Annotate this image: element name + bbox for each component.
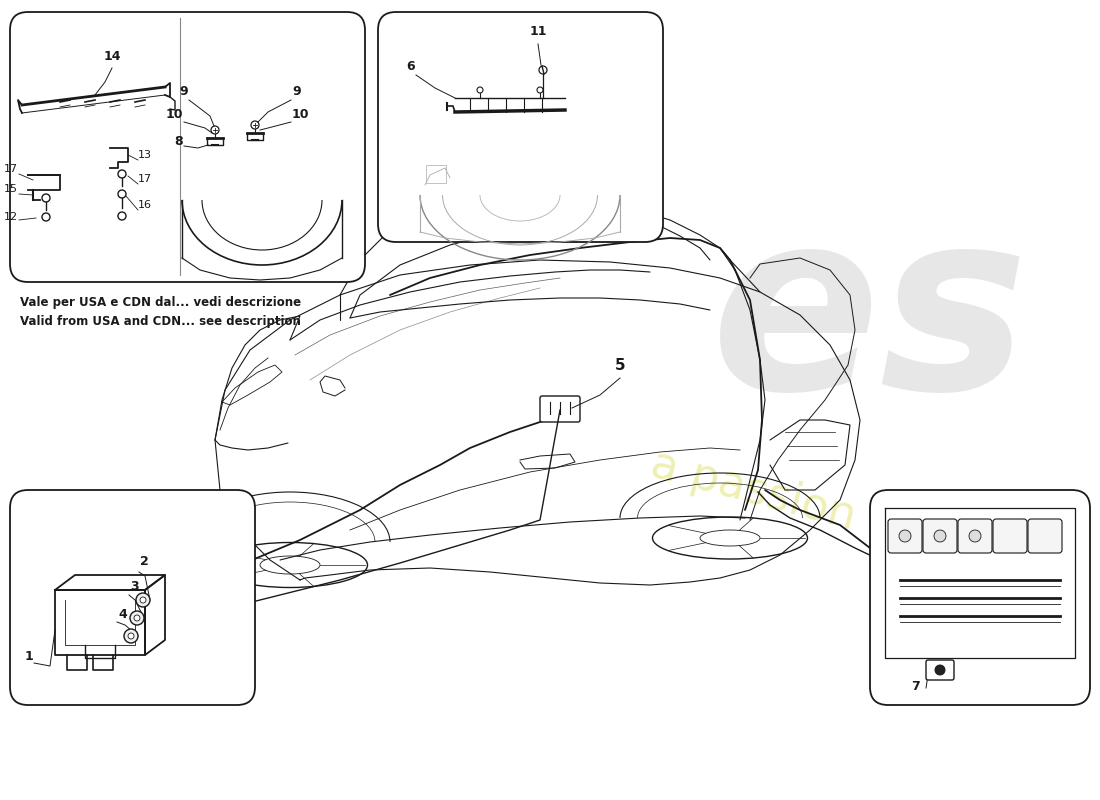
FancyBboxPatch shape bbox=[958, 519, 992, 553]
Text: Valid from USA and CDN... see description: Valid from USA and CDN... see descriptio… bbox=[20, 315, 301, 328]
Text: 14: 14 bbox=[103, 50, 121, 63]
Circle shape bbox=[537, 87, 543, 93]
Circle shape bbox=[134, 615, 140, 621]
PathPatch shape bbox=[870, 490, 1090, 705]
Circle shape bbox=[969, 530, 981, 542]
Circle shape bbox=[899, 530, 911, 542]
Text: 4: 4 bbox=[118, 608, 127, 621]
FancyBboxPatch shape bbox=[1028, 519, 1062, 553]
Text: 17: 17 bbox=[4, 164, 18, 174]
Text: 12: 12 bbox=[4, 212, 18, 222]
Circle shape bbox=[539, 66, 547, 74]
Text: 9: 9 bbox=[179, 85, 188, 98]
PathPatch shape bbox=[10, 12, 365, 282]
FancyBboxPatch shape bbox=[888, 519, 922, 553]
Circle shape bbox=[124, 629, 138, 643]
Circle shape bbox=[140, 597, 146, 603]
Circle shape bbox=[130, 611, 144, 625]
Text: a passion for: a passion for bbox=[647, 442, 934, 558]
Text: 9: 9 bbox=[292, 85, 300, 98]
Text: 1985: 1985 bbox=[857, 529, 1064, 651]
PathPatch shape bbox=[10, 490, 255, 705]
Circle shape bbox=[136, 593, 150, 607]
Text: 17: 17 bbox=[138, 174, 152, 184]
Text: 10: 10 bbox=[292, 108, 309, 121]
PathPatch shape bbox=[378, 12, 663, 242]
Text: 13: 13 bbox=[138, 150, 152, 160]
Circle shape bbox=[935, 665, 945, 675]
Circle shape bbox=[934, 530, 946, 542]
Bar bbox=[426, 165, 446, 183]
Text: 10: 10 bbox=[165, 108, 183, 121]
Text: Vale per USA e CDN dal... vedi descrizione: Vale per USA e CDN dal... vedi descrizio… bbox=[20, 296, 301, 309]
Text: 6: 6 bbox=[406, 60, 415, 73]
Text: 2: 2 bbox=[140, 555, 148, 568]
FancyBboxPatch shape bbox=[926, 660, 954, 680]
Text: 7: 7 bbox=[911, 680, 920, 693]
FancyBboxPatch shape bbox=[993, 519, 1027, 553]
Circle shape bbox=[477, 87, 483, 93]
Text: 1: 1 bbox=[25, 650, 34, 663]
Text: 5: 5 bbox=[615, 358, 625, 373]
FancyBboxPatch shape bbox=[923, 519, 957, 553]
Text: 8: 8 bbox=[175, 135, 183, 148]
Text: 11: 11 bbox=[529, 25, 547, 38]
Text: 16: 16 bbox=[138, 200, 152, 210]
Text: es: es bbox=[711, 199, 1030, 441]
Text: 3: 3 bbox=[130, 580, 139, 593]
Text: 15: 15 bbox=[4, 184, 18, 194]
FancyBboxPatch shape bbox=[540, 396, 580, 422]
Circle shape bbox=[128, 633, 134, 639]
